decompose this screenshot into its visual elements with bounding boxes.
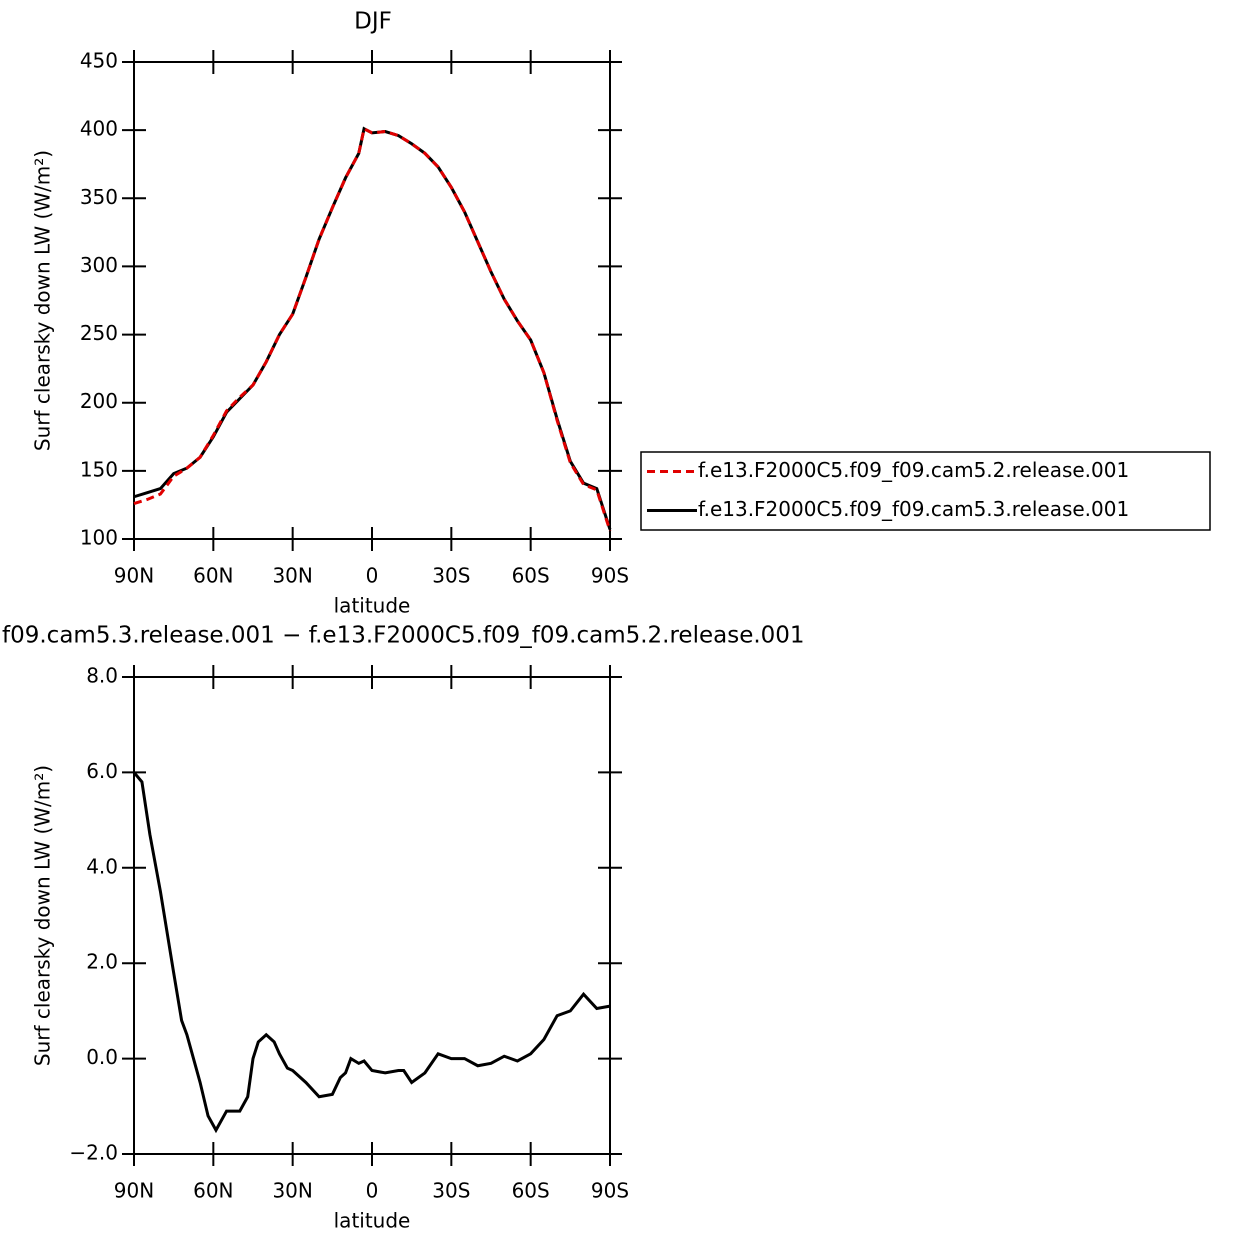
x-tick-label: 90N	[114, 1179, 154, 1203]
x-tick-label: 30S	[432, 564, 470, 588]
x-tick-label: 60S	[512, 1179, 550, 1203]
legend-label: f.e13.F2000C5.f09_f09.cam5.2.release.001	[698, 458, 1129, 482]
y-tick-label: 250	[80, 321, 118, 345]
x-tick-label: 0	[366, 564, 379, 588]
x-tick-label: 30N	[272, 564, 312, 588]
y-tick-label: 4.0	[86, 854, 118, 878]
x-tick-label: 30S	[432, 1179, 470, 1203]
x-tick-label: 60N	[193, 564, 233, 588]
y-tick-label: 150	[80, 457, 118, 481]
chart-title: f09.cam5.3.release.001 − f.e13.F2000C5.f…	[2, 623, 805, 649]
plot-frame	[133, 676, 611, 1155]
y-tick-label: 350	[80, 185, 118, 209]
y-axis-label: Surf clearsky down LW (W/m²)	[31, 765, 55, 1066]
y-tick-label: 100	[80, 526, 118, 550]
chart-title: DJF	[354, 9, 392, 35]
x-axis-label: latitude	[334, 1209, 411, 1233]
x-tick-label: 0	[366, 1179, 379, 1203]
y-tick-label: 400	[80, 117, 118, 141]
x-tick-label: 90S	[591, 564, 629, 588]
x-tick-label: 60N	[193, 1179, 233, 1203]
x-tick-label: 30N	[272, 1179, 312, 1203]
x-tick-label: 90N	[114, 564, 154, 588]
x-tick-label: 60S	[512, 564, 550, 588]
y-axis-label: Surf clearsky down LW (W/m²)	[31, 150, 55, 451]
y-tick-label: 8.0	[86, 664, 118, 688]
legend-label: f.e13.F2000C5.f09_f09.cam5.3.release.001	[698, 497, 1129, 521]
y-tick-label: 6.0	[86, 759, 118, 783]
y-tick-label: 300	[80, 253, 118, 277]
data-line	[133, 126, 612, 530]
y-tick-label: 450	[80, 49, 118, 73]
y-tick-label: 2.0	[86, 950, 118, 974]
data-line	[132, 771, 611, 1134]
x-tick-label: 90S	[591, 1179, 629, 1203]
y-tick-label: 200	[80, 389, 118, 413]
y-tick-label: −2.0	[69, 1141, 118, 1165]
data-line	[133, 126, 612, 532]
y-tick-label: 0.0	[86, 1045, 118, 1069]
x-axis-label: latitude	[334, 594, 411, 618]
legend-box	[640, 451, 1211, 531]
